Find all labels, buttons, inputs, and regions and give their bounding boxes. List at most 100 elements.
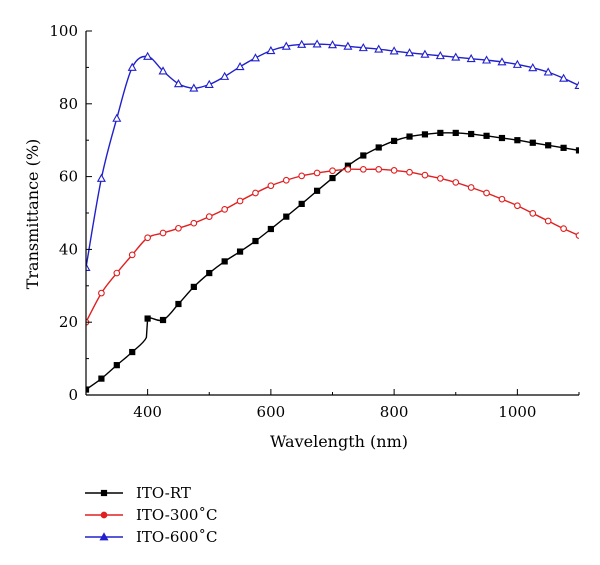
legend: ITO-RT ITO-300˚C ITO-600˚C xyxy=(85,484,217,546)
series-1-point xyxy=(190,283,197,290)
series-2-point xyxy=(98,289,105,297)
series-3-point xyxy=(497,57,507,66)
series-2-point xyxy=(421,171,429,179)
series-2-point xyxy=(175,224,182,232)
series-1-point xyxy=(267,225,274,233)
series-2-point xyxy=(344,165,352,173)
series-2-point xyxy=(390,167,398,174)
series-3-point xyxy=(220,71,230,80)
series-1-point xyxy=(144,315,151,322)
series-1-point xyxy=(437,129,444,137)
series-1-point xyxy=(483,132,490,139)
series-3-point xyxy=(127,62,137,71)
series-3-point xyxy=(204,79,214,88)
series-3-point xyxy=(343,41,353,50)
series-layer xyxy=(86,39,579,393)
series-1-point xyxy=(206,269,213,277)
x-tick-label: 600 xyxy=(257,403,286,421)
series-3-point xyxy=(512,59,522,68)
series-1-point xyxy=(221,258,228,265)
legend-label: ITO-600˚C xyxy=(136,528,217,546)
series-2-point xyxy=(359,165,367,173)
x-axis-title: Wavelength (nm) xyxy=(270,432,408,451)
series-2-point xyxy=(282,176,290,184)
series-2-point xyxy=(313,169,321,177)
series-1 xyxy=(86,129,579,393)
legend-entry-2: ITO-300˚C xyxy=(85,506,217,524)
y-axis-title: Transmittance (%) xyxy=(23,139,42,290)
series-2-point xyxy=(529,210,537,217)
axes-layer: 400 600 800 1000 0 20 40 60 80 100 xyxy=(49,22,580,421)
series-2-point xyxy=(128,251,136,259)
series-3-point xyxy=(297,39,307,48)
series-3-point xyxy=(158,66,168,75)
series-1-point xyxy=(545,142,552,149)
series-3-point xyxy=(250,53,261,62)
y-tick-label: 20 xyxy=(59,313,78,331)
series-2-point xyxy=(113,269,121,277)
series-3-point xyxy=(543,67,553,76)
legend-marker xyxy=(100,489,108,497)
legend-marker xyxy=(99,532,109,541)
x-tick-label: 400 xyxy=(133,403,162,421)
series-2-point xyxy=(483,189,490,197)
series-2-point xyxy=(560,225,567,233)
series-2-point xyxy=(144,234,151,242)
series-3-point xyxy=(435,51,445,60)
series-2-point xyxy=(190,219,198,227)
series-2-point xyxy=(375,165,383,173)
series-3-point xyxy=(327,40,338,49)
series-3-point xyxy=(312,39,322,48)
series-2-point xyxy=(252,189,259,197)
series-1-point xyxy=(360,152,367,159)
series-1-point xyxy=(529,139,536,146)
series-3-point xyxy=(189,83,199,92)
series-2-point xyxy=(514,202,521,210)
series-3-point xyxy=(528,63,538,72)
series-2-point xyxy=(236,197,244,205)
series-2 xyxy=(86,165,579,326)
series-3-point xyxy=(389,46,399,55)
series-1-point xyxy=(406,133,413,140)
series-3-point xyxy=(143,51,153,60)
legend-label: ITO-RT xyxy=(136,484,191,502)
series-1-point xyxy=(375,144,382,151)
series-1-point xyxy=(313,187,321,194)
series-1-point xyxy=(298,200,305,208)
y-tick-label: 80 xyxy=(59,95,78,113)
series-3 xyxy=(86,39,579,272)
series-2-point xyxy=(298,172,306,180)
legend-entry-3: ITO-600˚C xyxy=(85,528,217,546)
series-3-point xyxy=(374,44,384,53)
series-1-point xyxy=(113,362,120,369)
x-tick-label: 800 xyxy=(380,403,409,421)
x-tick-label: 1000 xyxy=(498,403,536,421)
series-2-point xyxy=(544,217,552,225)
legend-label: ITO-300˚C xyxy=(136,506,217,524)
series-2-point xyxy=(452,179,460,186)
y-tick-label: 40 xyxy=(59,240,78,258)
y-tick-label: 100 xyxy=(49,22,78,40)
series-2-point xyxy=(467,184,475,191)
series-2-point xyxy=(575,232,579,239)
series-3-point xyxy=(112,113,122,122)
series-1-point xyxy=(159,316,167,324)
series-3-point xyxy=(235,61,245,71)
series-2-point xyxy=(159,229,167,237)
series-1-point xyxy=(252,237,259,245)
series-1-point xyxy=(98,375,105,382)
series-2-point xyxy=(267,182,275,190)
series-2-point xyxy=(436,175,444,182)
series-1-point xyxy=(421,131,429,138)
series-3-point xyxy=(451,52,461,61)
series-3-point xyxy=(559,73,569,82)
legend-marker xyxy=(100,511,108,519)
series-3-point xyxy=(420,49,430,58)
series-2-point xyxy=(406,168,413,176)
series-1-point xyxy=(175,300,182,308)
series-1-point xyxy=(329,174,336,182)
series-3-point xyxy=(281,41,291,50)
series-2-line xyxy=(86,168,579,323)
series-2-point xyxy=(205,213,213,220)
